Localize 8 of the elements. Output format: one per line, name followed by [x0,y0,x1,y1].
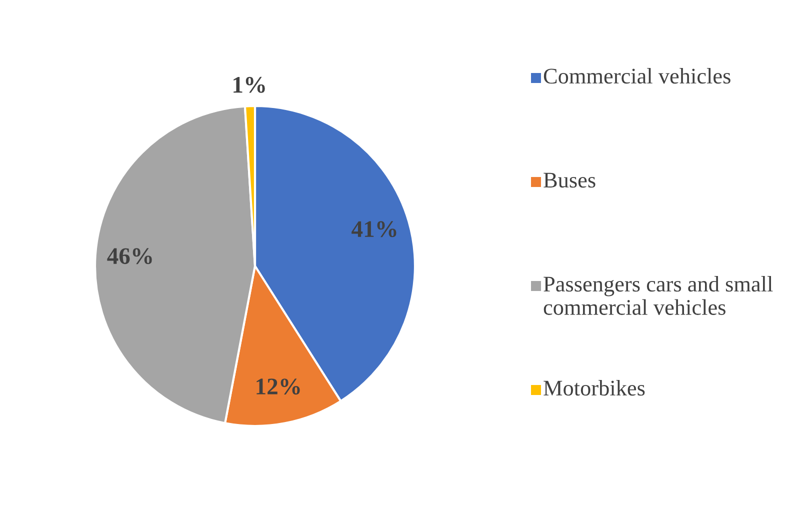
legend-label: Commercial vehicles [544,68,730,84]
data-label: 46% [107,248,152,264]
data-label: 1% [234,76,265,93]
legend-label: Motorbikes [544,380,645,396]
legend-label: Buses [544,172,596,188]
data-label: 41% [352,221,396,238]
data-label: 12% [256,378,300,395]
legend-label: Passengers cars and small commercial vehicles [544,276,773,315]
